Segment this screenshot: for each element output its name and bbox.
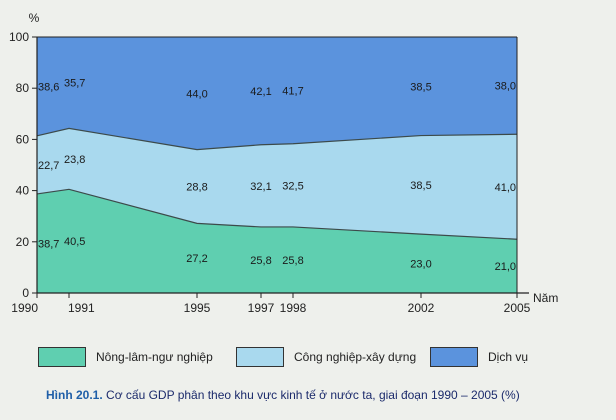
legend-swatch-agriculture <box>38 347 86 367</box>
boundary-line-2 <box>36 127 518 151</box>
x-tick-label-1997: 1997 <box>248 301 275 315</box>
legend-swatch-industry <box>236 347 284 367</box>
x-tick-label-1990: 1990 <box>11 301 38 315</box>
data-label-s1-1995: 28,8 <box>186 182 207 194</box>
data-label-s2-1990: 38,6 <box>38 81 59 93</box>
data-label-s0-1997: 25,8 <box>250 255 271 267</box>
data-label-s2-2005: 38,0 <box>495 81 516 93</box>
chart-areas <box>36 37 518 293</box>
data-label-s1-2002: 38,5 <box>410 180 431 192</box>
legend-label-industry: Công nghiệp-xây dựng <box>294 350 417 364</box>
gdp-structure-area-chart: 0 20 40 60 80 100% 1990 1991 1995 1997 1998 2002 200… <box>9 11 558 315</box>
data-label-s2-1995: 44,0 <box>186 88 207 100</box>
area-series-1 <box>37 128 517 240</box>
x-tick-label-1998: 1998 <box>280 301 307 315</box>
data-label-s1-1990: 22,7 <box>38 160 59 172</box>
y-tick-label-100: 100 <box>9 30 29 44</box>
legend-label-agriculture: Nông-lâm-ngư nghiệp <box>96 350 213 364</box>
x-tick-label-1991: 1991 <box>68 301 95 315</box>
data-label-s2-1991: 35,7 <box>64 78 85 90</box>
data-label-s1-2005: 41,0 <box>495 182 516 194</box>
data-label-s1-1998: 32,5 <box>282 180 303 192</box>
x-tick-label-2005: 2005 <box>504 301 531 315</box>
legend-label-services: Dịch vụ <box>488 350 529 364</box>
data-label-s2-2002: 38,5 <box>410 81 431 93</box>
data-label-s0-2002: 23,0 <box>410 259 431 271</box>
data-label-s1-1991: 23,8 <box>64 154 85 166</box>
y-tick-label-0: 0 <box>22 286 29 300</box>
legend-item-industry: Công nghiệp-xây dựng <box>236 344 416 370</box>
data-label-s0-1995: 27,2 <box>186 253 207 265</box>
chart-legend: Nông-lâm-ngư nghiệp Công nghiệp-xây dựng… <box>30 344 590 370</box>
x-tick-label-2002: 2002 <box>408 301 435 315</box>
data-label-s1-1997: 32,1 <box>250 181 271 193</box>
boundary-line-1 <box>36 188 518 240</box>
chart-data-labels: 38,7 40,5 27,2 25,8 25,8 23,0 21,0 22,7 23,8 28,8… <box>38 78 516 273</box>
legend-item-services: Dịch vụ <box>430 344 528 370</box>
x-tick-label-1995: 1995 <box>184 301 211 315</box>
data-label-s0-1998: 25,8 <box>282 255 303 267</box>
data-label-s0-2005: 21,0 <box>495 261 516 273</box>
data-label-s0-1991: 40,5 <box>64 236 85 248</box>
legend-swatch-services <box>430 347 478 367</box>
data-label-s2-1998: 41,7 <box>282 85 303 97</box>
y-axis-unit: % <box>29 11 40 25</box>
figure-number: Hình 20.1. <box>46 388 103 402</box>
y-tick-label-60: 60 <box>16 132 30 146</box>
figure-caption: Hình 20.1. Cơ cấu GDP phân theo khu vực … <box>46 388 616 402</box>
data-label-s0-1990: 38,7 <box>38 238 59 250</box>
x-axis-unit: Năm <box>533 291 558 305</box>
y-tick-label-20: 20 <box>16 235 30 249</box>
chart-axes: 0 20 40 60 80 100% 1990 1991 1995 1997 1998 2002 200… <box>9 11 558 315</box>
legend-item-agriculture: Nông-lâm-ngư nghiệp <box>38 344 213 370</box>
y-tick-label-80: 80 <box>16 81 30 95</box>
y-tick-label-40: 40 <box>16 184 30 198</box>
area-series-0 <box>37 189 517 293</box>
area-series-2 <box>37 37 517 150</box>
figure-caption-text: Cơ cấu GDP phân theo khu vực kinh tế ở n… <box>102 388 520 402</box>
data-label-s2-1997: 42,1 <box>250 86 271 98</box>
